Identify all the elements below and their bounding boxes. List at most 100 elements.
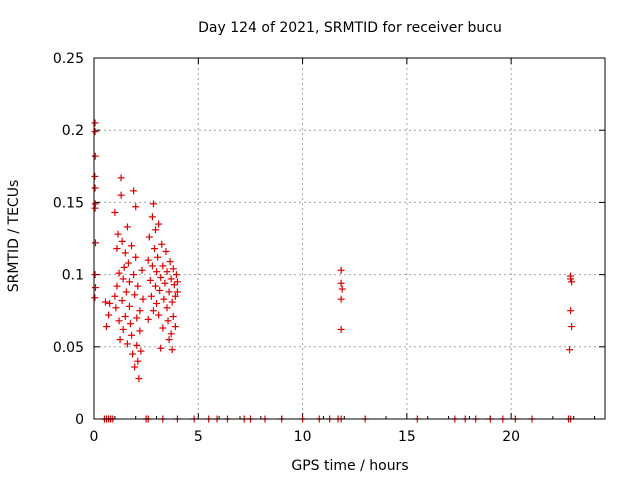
data-point	[91, 128, 99, 136]
data-point	[118, 297, 126, 305]
data-point	[161, 279, 169, 287]
data-point	[568, 323, 576, 331]
data-point	[91, 294, 99, 302]
y-tick-label: 0.15	[53, 195, 84, 211]
data-point	[118, 237, 126, 245]
data-point	[172, 271, 180, 279]
data-point	[162, 247, 170, 255]
x-tick-label: 0	[90, 429, 99, 445]
data-point	[105, 311, 113, 319]
data-point	[139, 295, 147, 303]
data-point	[113, 245, 121, 253]
data-point	[116, 336, 124, 344]
data-point	[144, 256, 152, 264]
data-point	[567, 307, 575, 315]
data-point	[157, 273, 165, 281]
data-point	[138, 266, 146, 274]
data-point	[136, 307, 144, 315]
data-point	[152, 226, 160, 234]
data-point	[103, 323, 111, 331]
data-point	[168, 346, 176, 354]
x-tick-label: 10	[294, 429, 312, 445]
data-point	[127, 320, 134, 328]
data-point	[165, 288, 173, 296]
data-point	[91, 119, 99, 127]
y-tick-label: 0.25	[53, 51, 84, 67]
data-point	[124, 259, 132, 267]
data-point	[337, 325, 345, 333]
data-point	[167, 330, 175, 338]
data-point	[169, 265, 177, 273]
chart-title: Day 124 of 2021, SRMTID for receiver buc…	[198, 20, 502, 36]
data-point	[128, 242, 136, 250]
data-point	[155, 220, 163, 228]
data-point	[160, 295, 168, 303]
data-point	[136, 327, 144, 335]
y-tick-label: 0.05	[53, 340, 84, 356]
data-point	[122, 288, 130, 296]
data-point	[134, 282, 142, 290]
data-point	[153, 299, 161, 307]
plot-frame	[93, 57, 606, 420]
data-point	[111, 292, 119, 300]
data-point	[123, 223, 131, 231]
data-point	[173, 278, 181, 286]
data-point	[337, 295, 345, 303]
data-point	[148, 213, 156, 221]
data-point	[91, 271, 99, 279]
y-tick-label: 0.1	[62, 268, 84, 284]
data-point	[112, 304, 120, 312]
data-point	[131, 291, 139, 299]
data-point	[133, 341, 141, 349]
data-point	[91, 239, 99, 247]
data-point	[130, 271, 138, 279]
data-point	[120, 263, 128, 271]
data-point	[111, 209, 119, 217]
data-point	[159, 262, 167, 270]
data-point	[113, 282, 121, 290]
data-point	[121, 249, 129, 257]
y-axis-ticks: 0 0.05 0.1 0.15 0.2 0.25	[53, 51, 605, 428]
data-point	[171, 292, 179, 300]
data-point	[133, 314, 141, 322]
data-point	[91, 152, 99, 160]
data-point	[117, 174, 125, 182]
data-point	[168, 298, 176, 306]
data-point	[338, 285, 346, 293]
data-point	[163, 268, 171, 276]
data-point	[134, 357, 142, 365]
x-tick-label: 20	[502, 429, 520, 445]
data-point	[135, 375, 143, 383]
data-point	[114, 230, 122, 238]
data-point	[132, 203, 140, 211]
y-tick-label: 0	[75, 412, 84, 428]
data-point	[165, 336, 173, 344]
data-point	[123, 340, 131, 348]
grid-lines	[94, 58, 605, 419]
data-point	[91, 284, 99, 292]
data-point	[169, 312, 177, 320]
data-point	[115, 269, 123, 277]
data-point	[130, 187, 138, 195]
data-point	[159, 324, 167, 332]
y-tick-label: 0.2	[62, 123, 84, 139]
data-point	[146, 276, 154, 284]
data-point	[129, 350, 137, 358]
y-axis-label: SRMTID / TECUs	[6, 180, 22, 293]
data-point	[154, 253, 162, 261]
data-point	[164, 317, 172, 325]
data-point	[125, 302, 133, 310]
data-point	[157, 344, 165, 352]
data-point	[91, 184, 99, 192]
data-point	[566, 346, 574, 354]
data-point	[117, 191, 125, 199]
data-point	[337, 279, 345, 287]
data-point	[152, 282, 160, 290]
data-point	[145, 233, 153, 241]
data-point	[171, 323, 179, 331]
data-point	[131, 363, 139, 371]
data-points	[91, 119, 576, 423]
data-point	[128, 331, 136, 339]
data-point	[91, 172, 99, 180]
